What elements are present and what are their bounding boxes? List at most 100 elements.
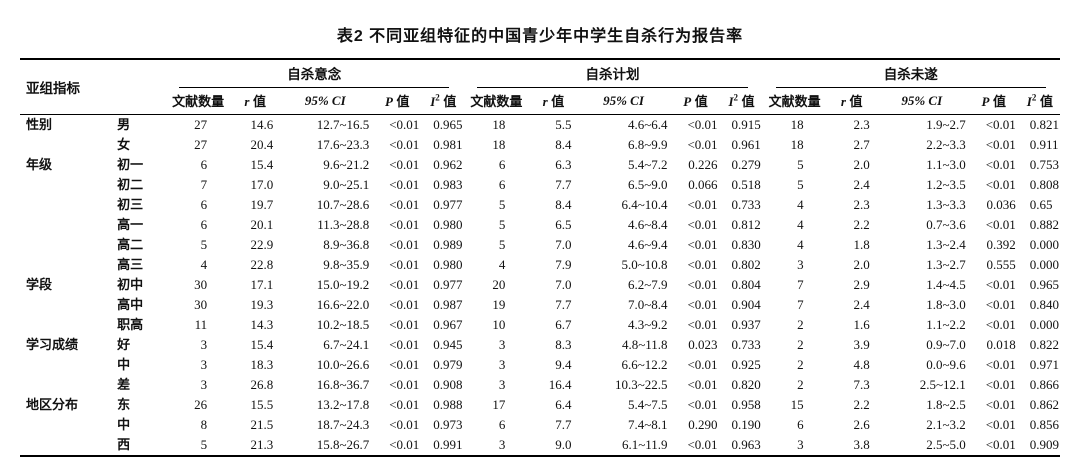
row-group-label: [20, 295, 115, 315]
row-sub-label: 西: [117, 437, 131, 452]
row-group-label: [20, 255, 115, 275]
cell-ideation-ci-range: 13.2~17.8: [316, 397, 370, 412]
cell-ideation-doc-count: 6: [200, 217, 208, 232]
table-row: 中 3 18.3 10.0~26.6 <0.01 0.979 3 9.4 6.6~12.2 <0.…: [20, 355, 1060, 375]
cell-attempt-p-value: <0.01: [985, 177, 1016, 192]
cell-ideation-i2-value: 0.945: [433, 337, 463, 352]
cell-plan-p-value: <0.01: [687, 237, 718, 252]
cell-ideation-p-value: <0.01: [389, 357, 420, 372]
cell-plan-i2-value: 0.733: [731, 197, 761, 212]
cell-plan-doc-count: 19: [492, 297, 506, 312]
cell-attempt-doc-count: 2: [797, 317, 804, 332]
cell-attempt-r-value: 1.6: [853, 317, 870, 332]
cell-attempt-ci-range: 1.3~2.4: [926, 237, 966, 252]
cell-attempt-r-value: 2.2: [853, 217, 870, 232]
cell-ideation-doc-count: 30: [194, 297, 208, 312]
cell-attempt-doc-count: 2: [797, 377, 804, 392]
cell-plan-r-value: 8.4: [555, 137, 572, 152]
cell-plan-doc-count: 6: [498, 157, 506, 172]
table-row: 高中 30 19.3 16.6~22.0 <0.01 0.987 19 7.7 7.0~8.4 <…: [20, 295, 1060, 315]
cell-ideation-i2-value: 0.967: [433, 317, 463, 332]
cell-attempt-r-value: 2.6: [853, 417, 870, 432]
cell-attempt-doc-count: 7: [797, 297, 804, 312]
cell-plan-p-value: <0.01: [687, 257, 718, 272]
cell-plan-r-value: 6.7: [555, 317, 572, 332]
cell-ideation-doc-count: 3: [200, 377, 208, 392]
cell-plan-ci-range: 6.5~9.0: [627, 177, 668, 192]
cell-attempt-ci-range: 1.2~3.5: [926, 177, 966, 192]
cell-attempt-ci-range: 2.5~12.1: [919, 377, 966, 392]
cell-attempt-p-value: 0.018: [986, 337, 1016, 352]
cell-attempt-ci-range: 1.3~2.7: [926, 257, 966, 272]
cell-ideation-i2-value: 0.983: [433, 177, 463, 192]
header-row-columns: 文献数量 r 值 95% CI P 值 I2 值文献数量 r 值 95% CI P 值 I2 值…: [20, 88, 1060, 115]
plan-doc-count-header: 文献数量: [463, 88, 530, 115]
cell-ideation-ci-range: 6.7~24.1: [323, 337, 370, 352]
cell-ideation-ci-range: 9.0~25.1: [323, 177, 370, 192]
cell-attempt-ci-range: 2.1~3.2: [926, 417, 966, 432]
row-group-label: [20, 195, 115, 215]
ideation-doc-count-header: 文献数量: [165, 88, 232, 115]
cell-attempt-p-value: 0.555: [986, 257, 1016, 272]
ideation-i2-value-header: I2 值: [423, 88, 464, 115]
cell-ideation-p-value: <0.01: [389, 277, 420, 292]
cell-attempt-p-value: <0.01: [985, 117, 1016, 132]
cell-plan-doc-count: 20: [492, 277, 506, 292]
cell-ideation-ci-range: 15.8~26.7: [316, 437, 370, 452]
cell-plan-r-value: 6.5: [555, 217, 572, 232]
cell-plan-i2-value: 0.961: [731, 137, 761, 152]
cell-ideation-r-value: 20.4: [250, 137, 274, 152]
row-group-label: 学段: [26, 277, 53, 292]
cell-plan-r-value: 7.7: [555, 177, 572, 192]
corner-header: 亚组指标: [20, 59, 166, 115]
cell-attempt-doc-count: 2: [797, 357, 804, 372]
cell-ideation-i2-value: 0.987: [433, 297, 463, 312]
cell-ideation-p-value: <0.01: [389, 297, 420, 312]
cell-attempt-p-value: <0.01: [985, 377, 1016, 392]
cell-plan-doc-count: 18: [492, 137, 506, 152]
cell-attempt-p-value: 0.036: [986, 197, 1016, 212]
cell-attempt-i2-value: 0.909: [1029, 437, 1060, 452]
cell-ideation-ci-range: 11.3~28.8: [317, 217, 370, 232]
table-row: 女 27 20.4 17.6~23.3 <0.01 0.981 18 8.4 6.8~9.9 <0…: [20, 135, 1060, 155]
cell-attempt-doc-count: 18: [790, 117, 804, 132]
attempt-doc-count-header: 文献数量: [761, 88, 828, 115]
cell-plan-ci-range: 4.3~9.2: [627, 317, 668, 332]
cell-attempt-doc-count: 2: [797, 337, 804, 352]
cell-ideation-r-value: 14.6: [250, 117, 274, 132]
cell-attempt-r-value: 3.9: [853, 337, 870, 352]
cell-ideation-i2-value: 0.908: [433, 377, 463, 392]
cell-plan-ci-range: 6.2~7.9: [627, 277, 668, 292]
cell-ideation-p-value: <0.01: [389, 337, 420, 352]
row-group-label: [20, 375, 115, 395]
row-group-label: [20, 355, 115, 375]
cell-ideation-i2-value: 0.980: [433, 217, 463, 232]
cell-plan-ci-range: 5.4~7.2: [627, 157, 668, 172]
section-header-ideation: 自杀意念: [165, 59, 463, 88]
table-row: 学段 初中 30 17.1 15.0~19.2 <0.01 0.977 20 7.0 6.2~7.…: [20, 275, 1060, 295]
cell-attempt-r-value: 2.9: [853, 277, 870, 292]
cell-attempt-i2-value: 0.65: [1029, 197, 1053, 212]
cell-plan-r-value: 8.4: [555, 197, 572, 212]
cell-ideation-r-value: 17.0: [250, 177, 274, 192]
cell-ideation-i2-value: 0.991: [433, 437, 463, 452]
row-sub-label: 东: [117, 397, 131, 412]
section-header-plan: 自杀计划: [463, 59, 761, 88]
cell-attempt-p-value: <0.01: [985, 137, 1016, 152]
cell-attempt-doc-count: 7: [797, 277, 804, 292]
cell-plan-i2-value: 0.804: [731, 277, 761, 292]
row-sub-label: 好: [117, 337, 131, 352]
cell-attempt-i2-value: 0.965: [1029, 277, 1060, 292]
cell-plan-i2-value: 0.904: [731, 297, 761, 312]
cell-ideation-r-value: 26.8: [250, 377, 274, 392]
cell-ideation-doc-count: 3: [200, 357, 208, 372]
cell-ideation-i2-value: 0.962: [433, 157, 463, 172]
attempt-i2-value-header: I2 值: [1019, 88, 1060, 115]
cell-ideation-doc-count: 30: [194, 277, 208, 292]
cell-plan-doc-count: 3: [498, 337, 506, 352]
cell-ideation-doc-count: 6: [200, 197, 208, 212]
cell-plan-p-value: <0.01: [687, 397, 718, 412]
cell-ideation-ci-range: 16.8~36.7: [316, 377, 370, 392]
cell-ideation-ci-range: 10.2~18.5: [316, 317, 370, 332]
cell-attempt-r-value: 2.0: [853, 257, 870, 272]
